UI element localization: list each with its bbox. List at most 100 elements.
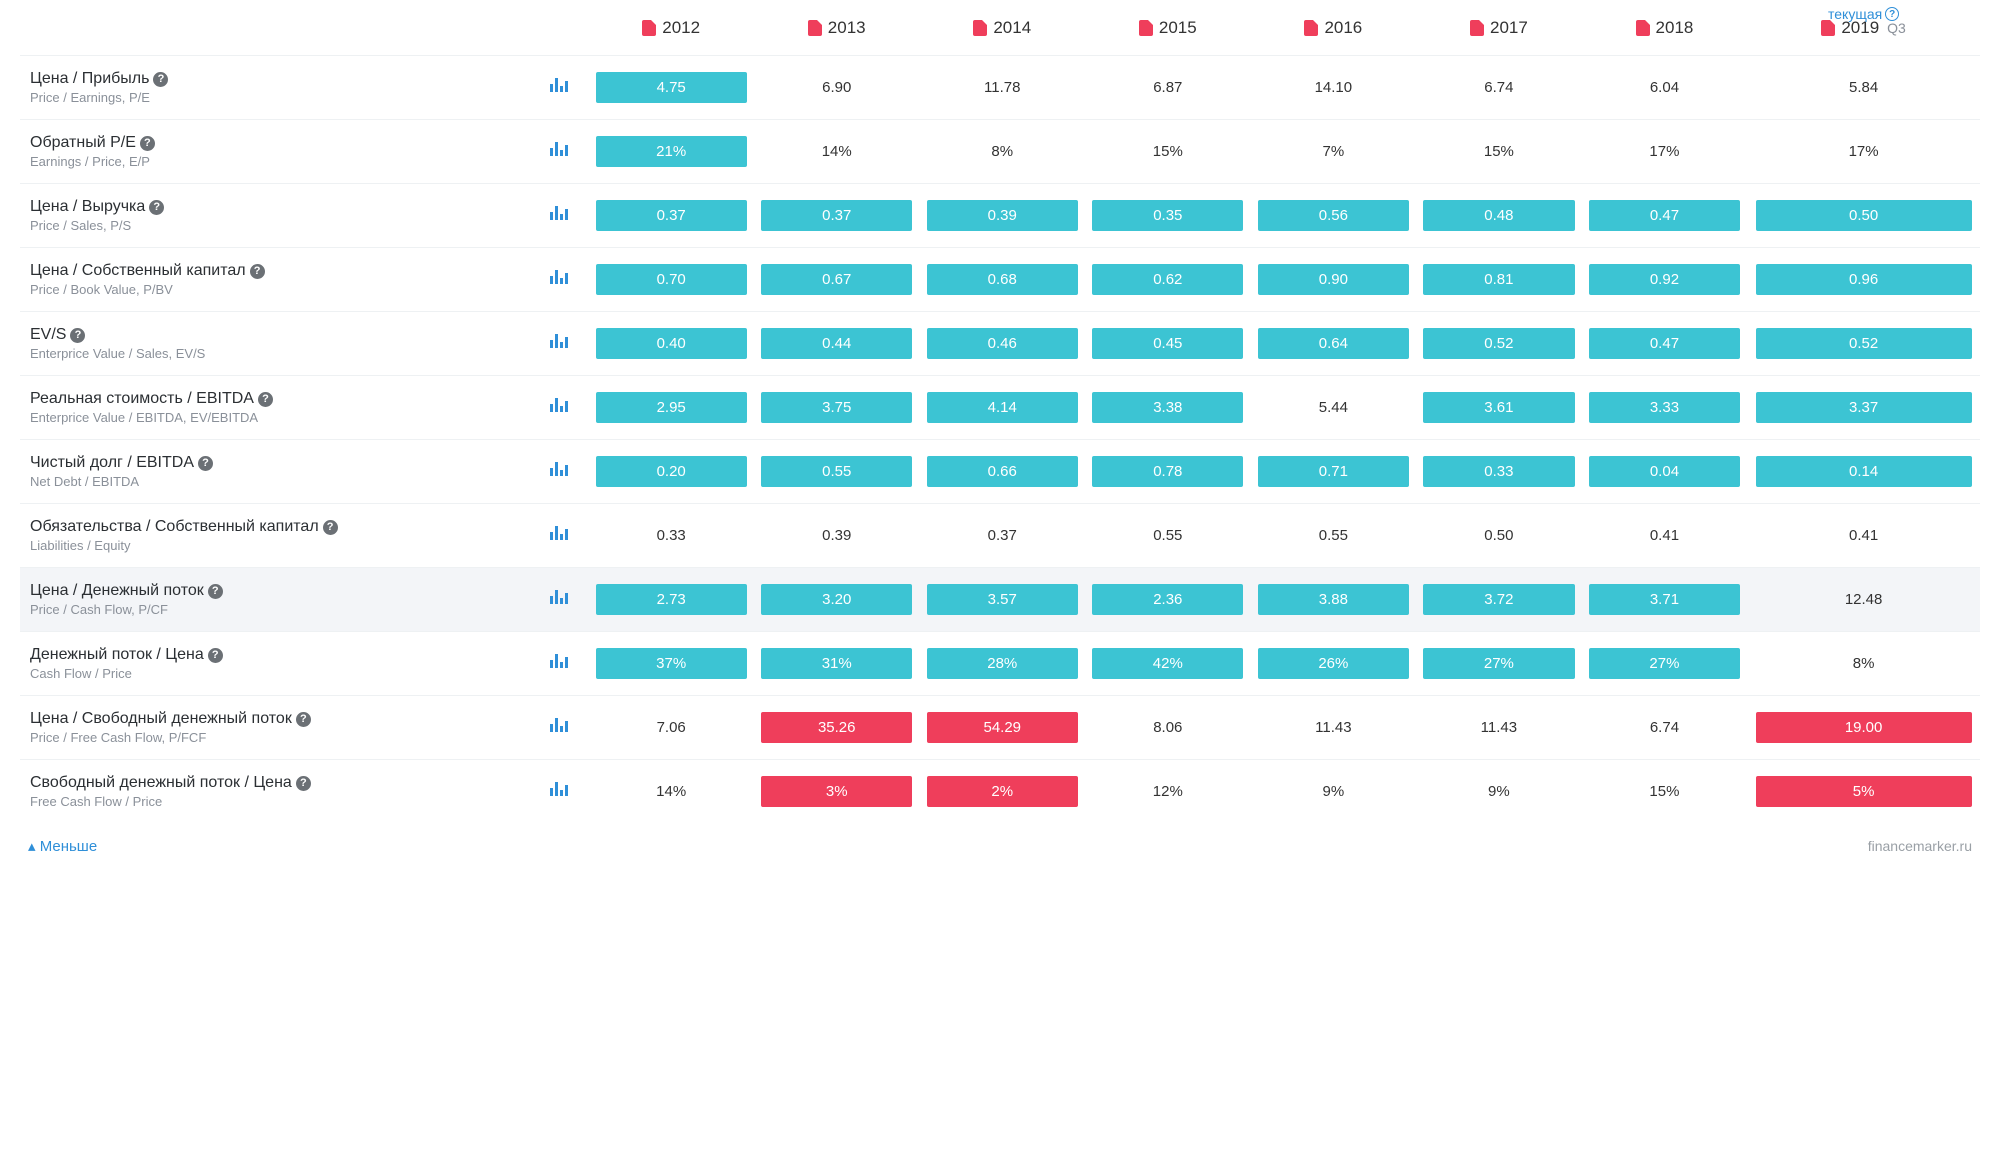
value-pill: 27%	[1423, 648, 1574, 679]
chart-toggle[interactable]	[530, 184, 589, 248]
metric-label-cell: EV/S?Enterprice Value / Sales, EV/S	[20, 312, 530, 376]
value-pill: 0.14	[1756, 456, 1972, 487]
metric-row: Обязательства / Собственный капитал?Liab…	[20, 504, 1980, 568]
help-icon[interactable]: ?	[153, 72, 168, 87]
value-cell: 0.35	[1085, 184, 1251, 248]
help-icon[interactable]: ?	[258, 392, 273, 407]
bar-chart-icon[interactable]	[550, 590, 568, 604]
help-icon[interactable]: ?	[296, 776, 311, 791]
year-header-2016[interactable]: 2016	[1251, 10, 1417, 56]
help-icon[interactable]: ?	[323, 520, 338, 535]
help-icon[interactable]: ?	[149, 200, 164, 215]
value-pill: 0.55	[1258, 520, 1409, 551]
pdf-icon[interactable]	[1304, 20, 1318, 36]
metric-row: Цена / Свободный денежный поток?Price / …	[20, 696, 1980, 760]
year-label: 2016	[1324, 18, 1362, 38]
bar-chart-icon[interactable]	[550, 334, 568, 348]
value-cell: 0.52	[1747, 312, 1980, 376]
bar-chart-icon[interactable]	[550, 78, 568, 92]
year-header-2012[interactable]: 2012	[588, 10, 754, 56]
chart-toggle[interactable]	[530, 632, 589, 696]
bar-chart-icon[interactable]	[550, 206, 568, 220]
pdf-icon[interactable]	[808, 20, 822, 36]
year-header-2019[interactable]: текущая ?2019Q3	[1747, 10, 1980, 56]
value-pill: 3.37	[1756, 392, 1972, 423]
bar-chart-icon[interactable]	[550, 782, 568, 796]
year-header-2014[interactable]: 2014	[919, 10, 1085, 56]
help-icon[interactable]: ?	[1885, 7, 1899, 21]
year-header-2017[interactable]: 2017	[1416, 10, 1582, 56]
value-pill: 0.20	[596, 456, 747, 487]
bar-chart-icon[interactable]	[550, 526, 568, 540]
chart-toggle[interactable]	[530, 248, 589, 312]
metric-row: EV/S?Enterprice Value / Sales, EV/S 0.40 0…	[20, 312, 1980, 376]
value-pill: 2.73	[596, 584, 747, 615]
pdf-icon[interactable]	[973, 20, 987, 36]
pdf-icon[interactable]	[1470, 20, 1484, 36]
value-pill: 0.37	[596, 200, 747, 231]
bar-chart-icon[interactable]	[550, 462, 568, 476]
value-cell: 27%	[1416, 632, 1582, 696]
help-icon[interactable]: ?	[250, 264, 265, 279]
metric-title: Чистый долг / EBITDA?	[30, 454, 522, 472]
value-cell: 3.72	[1416, 568, 1582, 632]
value-pill: 8%	[1756, 648, 1972, 679]
value-cell: 7%	[1251, 120, 1417, 184]
chart-toggle[interactable]	[530, 760, 589, 824]
pdf-icon[interactable]	[1636, 20, 1650, 36]
collapse-link[interactable]: ▴ Меньше	[28, 837, 97, 855]
pdf-icon[interactable]	[642, 20, 656, 36]
help-icon[interactable]: ?	[208, 648, 223, 663]
value-pill: 5.44	[1258, 392, 1409, 423]
metric-label-cell: Обязательства / Собственный капитал?Liab…	[20, 504, 530, 568]
value-cell: 0.90	[1251, 248, 1417, 312]
metric-title: Цена / Прибыль?	[30, 70, 522, 88]
year-header-2018[interactable]: 2018	[1582, 10, 1748, 56]
pdf-icon[interactable]	[1821, 20, 1835, 36]
help-icon[interactable]: ?	[208, 584, 223, 599]
chart-toggle[interactable]	[530, 312, 589, 376]
metric-title: Свободный денежный поток / Цена?	[30, 774, 522, 792]
metric-label-cell: Цена / Денежный поток?Price / Cash Flow,…	[20, 568, 530, 632]
bar-chart-icon[interactable]	[550, 142, 568, 156]
help-icon[interactable]: ?	[296, 712, 311, 727]
value-cell: 0.40	[588, 312, 754, 376]
pdf-icon[interactable]	[1139, 20, 1153, 36]
year-header-2015[interactable]: 2015	[1085, 10, 1251, 56]
value-pill: 0.47	[1589, 200, 1740, 231]
chart-toggle[interactable]	[530, 568, 589, 632]
bar-chart-icon[interactable]	[550, 654, 568, 668]
metric-row: Цена / Денежный поток?Price / Cash Flow,…	[20, 568, 1980, 632]
bar-chart-icon[interactable]	[550, 718, 568, 732]
value-pill: 6.74	[1589, 712, 1740, 743]
value-pill: 15%	[1423, 136, 1574, 167]
value-cell: 5.44	[1251, 376, 1417, 440]
metric-label-cell: Денежный поток / Цена?Cash Flow / Price	[20, 632, 530, 696]
year-header-2013[interactable]: 2013	[754, 10, 920, 56]
value-pill: 6.04	[1589, 72, 1740, 103]
help-icon[interactable]: ?	[198, 456, 213, 471]
help-icon[interactable]: ?	[140, 136, 155, 151]
metric-title: Реальная стоимость / EBITDA?	[30, 390, 522, 408]
value-pill: 3.71	[1589, 584, 1740, 615]
help-icon[interactable]: ?	[70, 328, 85, 343]
chart-toggle[interactable]	[530, 120, 589, 184]
value-cell: 0.37	[919, 504, 1085, 568]
bar-chart-icon[interactable]	[550, 398, 568, 412]
value-pill: 0.37	[761, 200, 912, 231]
value-pill: 0.37	[927, 520, 1078, 551]
chart-toggle[interactable]	[530, 696, 589, 760]
chart-toggle[interactable]	[530, 56, 589, 120]
chart-toggle[interactable]	[530, 376, 589, 440]
year-label: 2013	[828, 18, 866, 38]
value-cell: 0.33	[588, 504, 754, 568]
bar-chart-icon[interactable]	[550, 270, 568, 284]
value-cell: 54.29	[919, 696, 1085, 760]
value-pill: 26%	[1258, 648, 1409, 679]
chart-toggle[interactable]	[530, 504, 589, 568]
value-cell: 0.81	[1416, 248, 1582, 312]
value-cell: 3.37	[1747, 376, 1980, 440]
chart-toggle[interactable]	[530, 440, 589, 504]
value-pill: 14.10	[1258, 72, 1409, 103]
metric-title: Цена / Денежный поток?	[30, 582, 522, 600]
